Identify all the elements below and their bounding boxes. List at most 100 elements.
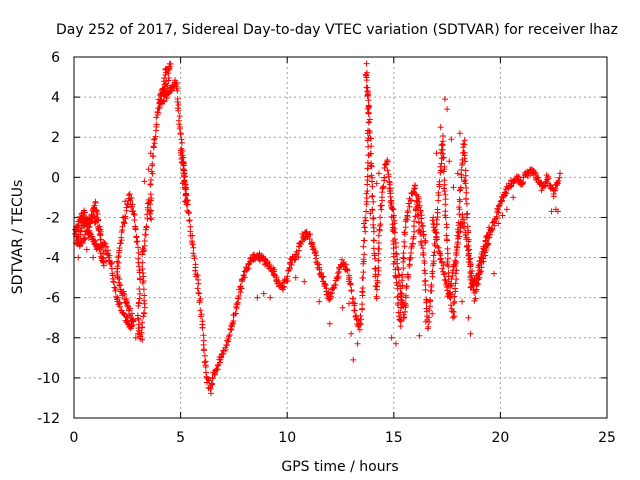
data-point xyxy=(463,234,470,241)
data-point xyxy=(369,206,376,213)
data-point xyxy=(295,254,302,261)
data-point xyxy=(102,241,109,248)
data-point xyxy=(371,265,378,272)
data-point xyxy=(439,265,446,272)
data-point xyxy=(450,300,457,307)
data-point xyxy=(357,312,364,319)
data-point xyxy=(91,202,98,209)
data-point xyxy=(163,95,170,102)
data-point xyxy=(190,250,197,257)
data-point xyxy=(440,168,447,175)
data-point xyxy=(358,316,365,323)
data-point xyxy=(136,267,143,274)
data-point xyxy=(103,243,110,250)
data-point xyxy=(384,167,391,174)
data-point xyxy=(177,131,184,138)
data-point xyxy=(273,278,280,285)
data-point xyxy=(128,315,135,322)
data-point xyxy=(462,167,469,174)
data-point xyxy=(443,283,450,290)
data-point xyxy=(495,220,502,227)
data-point xyxy=(139,251,146,258)
data-point xyxy=(128,195,135,202)
data-point xyxy=(397,293,404,300)
data-point xyxy=(196,290,203,297)
data-point xyxy=(244,266,251,273)
data-point xyxy=(440,154,447,161)
data-point xyxy=(496,202,503,209)
data-point xyxy=(365,109,372,116)
data-point xyxy=(461,178,468,185)
data-point xyxy=(136,295,143,302)
data-point xyxy=(128,322,135,329)
data-point xyxy=(364,173,371,180)
data-point xyxy=(468,268,475,275)
data-point xyxy=(104,247,111,254)
data-point xyxy=(356,326,363,333)
data-point xyxy=(360,220,367,227)
data-point xyxy=(485,240,492,247)
data-point xyxy=(237,289,244,296)
data-point xyxy=(173,83,180,90)
data-point xyxy=(402,224,409,231)
data-point xyxy=(401,229,408,236)
data-point xyxy=(393,243,400,250)
data-point xyxy=(316,264,323,271)
data-point xyxy=(176,113,183,120)
data-point xyxy=(396,279,403,286)
data-point xyxy=(440,262,447,269)
data-point xyxy=(451,298,458,305)
data-point xyxy=(430,214,437,221)
data-point xyxy=(176,121,183,128)
data-point xyxy=(131,211,138,218)
data-point xyxy=(141,310,148,317)
data-point xyxy=(460,216,467,223)
data-point xyxy=(131,217,138,224)
data-point xyxy=(376,245,383,252)
data-point xyxy=(377,221,384,228)
data-point xyxy=(139,265,146,272)
data-point xyxy=(388,200,395,207)
data-point xyxy=(216,359,223,366)
data-point xyxy=(431,249,438,256)
data-point xyxy=(89,236,96,243)
data-point xyxy=(147,215,154,222)
data-point xyxy=(94,211,101,218)
data-point xyxy=(370,221,377,228)
data-point xyxy=(329,289,336,296)
data-point xyxy=(194,285,201,292)
data-point xyxy=(214,362,221,369)
x-tick-label: 5 xyxy=(176,430,185,446)
data-point xyxy=(460,140,467,147)
data-point xyxy=(147,211,154,218)
data-point xyxy=(391,225,398,232)
data-point xyxy=(401,314,408,321)
data-point xyxy=(134,330,141,337)
data-point xyxy=(449,267,456,274)
data-point xyxy=(441,188,448,195)
data-point xyxy=(238,285,245,292)
data-point xyxy=(74,223,81,230)
data-point xyxy=(454,240,461,247)
data-point xyxy=(463,200,470,207)
data-point xyxy=(124,314,131,321)
data-point xyxy=(139,319,146,326)
data-point xyxy=(391,236,398,243)
data-point xyxy=(416,202,423,209)
data-point xyxy=(292,274,299,281)
data-point xyxy=(326,320,333,327)
data-point xyxy=(444,106,451,113)
data-point xyxy=(439,141,446,148)
data-point xyxy=(550,193,557,200)
data-point xyxy=(226,331,233,338)
data-point xyxy=(100,262,107,269)
data-point xyxy=(94,217,101,224)
data-point xyxy=(83,246,90,253)
data-point xyxy=(397,316,404,323)
data-point xyxy=(288,261,295,268)
data-point xyxy=(472,288,479,295)
data-point xyxy=(354,340,361,347)
data-point xyxy=(362,228,369,235)
data-point xyxy=(442,196,449,203)
y-tick-label: -6 xyxy=(46,291,60,307)
